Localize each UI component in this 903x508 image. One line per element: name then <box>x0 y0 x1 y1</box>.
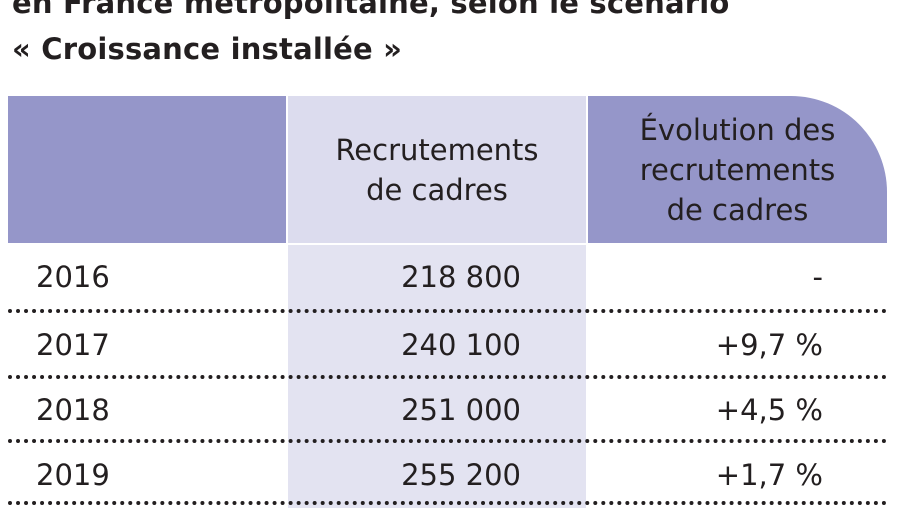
row-divider <box>8 501 887 505</box>
row-divider <box>8 439 887 443</box>
row-divider <box>8 309 887 313</box>
table-title-line-2: « Croissance installée » <box>12 32 403 66</box>
table-row: 2019 255 200 +1,7 % <box>8 444 887 506</box>
header-cell-evolution: Évolution des recrutements de cadres <box>588 96 887 243</box>
row-evolution: +9,7 % <box>715 328 823 362</box>
row-evolution: +4,5 % <box>715 393 823 427</box>
row-evolution: - <box>812 260 823 294</box>
row-divider <box>8 375 887 379</box>
header-label-recruitments: Recrutements de cadres <box>335 132 539 207</box>
header-cell-empty <box>8 96 286 243</box>
row-recruitments: 255 200 <box>401 458 521 492</box>
row-recruitments: 240 100 <box>401 328 521 362</box>
row-recruitments: 251 000 <box>401 393 521 427</box>
header-cell-recruitments: Recrutements de cadres <box>288 96 586 243</box>
row-year: 2019 <box>36 458 110 492</box>
row-year: 2016 <box>36 260 110 294</box>
table-row: 2018 251 000 +4,5 % <box>8 379 887 441</box>
header-label-evolution: Évolution des recrutements de cadres <box>639 112 836 227</box>
row-evolution: +1,7 % <box>715 458 823 492</box>
row-recruitments: 218 800 <box>401 260 521 294</box>
table-row: 2017 240 100 +9,7 % <box>8 314 887 376</box>
row-year: 2017 <box>36 328 110 362</box>
row-year: 2018 <box>36 393 110 427</box>
table-row: 2016 218 800 - <box>8 246 887 308</box>
table-title-line-1: en France métropolitaine, selon le scéna… <box>12 0 730 20</box>
